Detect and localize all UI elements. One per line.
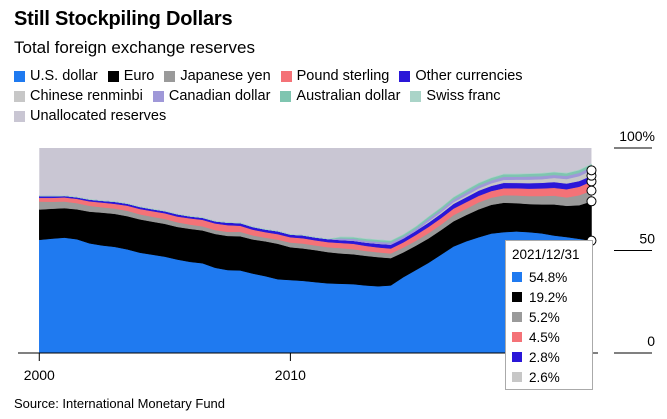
tooltip-row: 5.2% [506, 307, 592, 327]
legend-label-unallocated: Unallocated reserves [30, 108, 167, 124]
legend-item-yen[interactable]: Japanese yen [164, 68, 271, 84]
chart-subtitle: Total foreign exchange reserves [14, 38, 255, 57]
tooltip-row: 2.6% [506, 367, 592, 387]
tooltip-rows: 54.8% 19.2% 5.2% 4.5% 2.8% 2.6% 2.3% [506, 267, 592, 391]
legend-label-usd: U.S. dollar [30, 68, 98, 84]
legend-swatch-cny [14, 90, 25, 102]
legend-row-1: U.S. dollar Euro Japanese yen Pound ster… [14, 66, 654, 86]
legend-row-3: Unallocated reserves [14, 106, 654, 126]
legend-label-cny: Chinese renminbi [30, 88, 143, 104]
legend-swatch-other [399, 70, 411, 82]
cursor-marker-1 [586, 196, 597, 207]
chart-title: Still Stockpiling Dollars [14, 8, 233, 30]
legend-label-aud: Australian dollar [296, 88, 401, 104]
legend-label-cad: Canadian dollar [168, 88, 271, 104]
tooltip-row: 2.8% [506, 347, 592, 367]
tooltip-swatch [512, 272, 522, 282]
y-tick-label-1: 50 [639, 231, 655, 247]
legend-swatch-usd [14, 70, 25, 82]
chart-legend: U.S. dollar Euro Japanese yen Pound ster… [14, 66, 654, 126]
tooltip-date: 2021/12/31 [512, 247, 580, 262]
tooltip-swatch [512, 292, 522, 302]
tooltip-row: 4.5% [506, 327, 592, 347]
tooltip-swatch [512, 372, 522, 382]
legend-swatch-aud [280, 90, 292, 102]
tooltip-value: 5.2% [529, 309, 560, 325]
tooltip-row: 19.2% [506, 287, 592, 307]
legend-item-usd[interactable]: U.S. dollar [14, 68, 98, 84]
tooltip-swatch [512, 352, 522, 362]
legend-item-cny[interactable]: Chinese renminbi [14, 88, 143, 104]
tooltip-value: 2.3% [529, 390, 560, 391]
legend-item-aud[interactable]: Australian dollar [280, 88, 400, 104]
area-swiss-franc [39, 163, 592, 241]
x-tick-label-2010: 2010 [275, 367, 306, 383]
legend-swatch-yen [164, 70, 176, 82]
tooltip-swatch [512, 312, 522, 322]
legend-swatch-unallocated [14, 110, 25, 122]
cursor-marker-5 [586, 165, 597, 176]
legend-swatch-chf [410, 90, 422, 102]
legend-swatch-euro [107, 70, 119, 82]
legend-swatch-cad [152, 90, 164, 102]
tooltip-value: 2.8% [529, 349, 560, 365]
tooltip-panel: 2021/12/31 54.8% 19.2% 5.2% 4.5% 2.8% 2.6% 2.3… [505, 240, 593, 390]
legend-label-chf: Swiss franc [426, 88, 501, 104]
tooltip-value: 54.8% [529, 269, 568, 285]
legend-item-cad[interactable]: Canadian dollar [152, 88, 271, 104]
x-tick-label-2000: 2000 [24, 367, 55, 383]
legend-item-chf[interactable]: Swiss franc [410, 88, 501, 104]
legend-item-unallocated[interactable]: Unallocated reserves [14, 108, 166, 124]
tooltip-swatch [512, 332, 522, 342]
legend-label-gbp: Pound sterling [296, 68, 390, 84]
source-note: Source: International Monetary Fund [14, 396, 226, 411]
tooltip-value: 2.6% [529, 369, 560, 385]
y-tick-label-0: 0 [647, 333, 655, 349]
tooltip-row: 2.3% [506, 387, 592, 391]
legend-row-2: Chinese renminbi Canadian dollar Austral… [14, 86, 654, 106]
legend-item-euro[interactable]: Euro [107, 68, 155, 84]
y-tick-label-2: 100% [619, 128, 655, 144]
legend-label-euro: Euro [123, 68, 155, 84]
tooltip-value: 19.2% [529, 289, 568, 305]
legend-item-gbp[interactable]: Pound sterling [280, 68, 390, 84]
tooltip-value: 4.5% [529, 329, 560, 345]
chart-axes: 2000 2010 0 50 100% [18, 128, 655, 383]
legend-label-yen: Japanese yen [180, 68, 271, 84]
cursor-marker-2 [586, 185, 597, 196]
chart-markers [586, 165, 597, 246]
legend-item-other[interactable]: Other currencies [399, 68, 523, 84]
tooltip-row: 54.8% [506, 267, 592, 287]
legend-label-other: Other currencies [415, 68, 523, 84]
legend-swatch-gbp [280, 70, 292, 82]
